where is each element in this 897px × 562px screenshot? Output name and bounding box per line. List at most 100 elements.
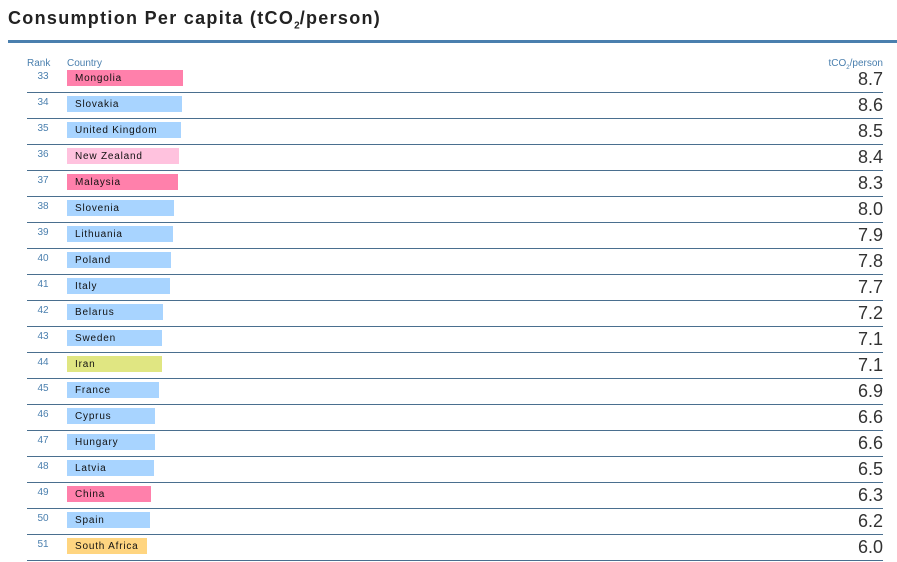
value-label: 6.9 [857, 381, 883, 401]
country-name: Slovakia [75, 99, 120, 110]
rank-header: Rank [27, 58, 51, 69]
country-name: Belarus [75, 307, 115, 318]
value-label: 8.4 [857, 147, 883, 167]
rank: 39 [37, 227, 49, 238]
value-label: 7.1 [857, 329, 883, 349]
value-label: 6.6 [857, 433, 883, 453]
rank: 34 [37, 97, 49, 108]
table-row: 47 Hungary 6.6 [27, 430, 883, 457]
chart-title: Consumption Per capita (tCO2/person) [8, 8, 382, 32]
rank: 43 [37, 331, 49, 342]
value-bar [67, 200, 174, 216]
country-name: Latvia [75, 463, 107, 474]
value-label: 6.6 [857, 407, 883, 427]
value-label: 7.2 [857, 303, 883, 323]
country-name: Hungary [75, 437, 119, 448]
rank: 36 [37, 149, 49, 160]
country-name: United Kingdom [75, 125, 158, 136]
table-row: 40 Poland 7.8 [27, 248, 883, 275]
table-row: 41 Italy 7.7 [27, 274, 883, 301]
value-label: 8.0 [857, 199, 883, 219]
value-bar [67, 96, 182, 112]
table-row: 48 Latvia 6.5 [27, 456, 883, 483]
unit-header: tCO2/person [828, 58, 883, 71]
country-name: Mongolia [75, 73, 122, 84]
table-row: 42 Belarus 7.2 [27, 300, 883, 327]
country-name: Iran [75, 359, 96, 370]
table-row: 51 South Africa 6.0 [27, 534, 883, 561]
value-bar [67, 278, 170, 294]
table-row: 49 China 6.3 [27, 482, 883, 509]
value-bar [67, 434, 156, 450]
rank: 45 [37, 383, 49, 394]
value-label: 6.5 [857, 459, 883, 479]
value-bar [67, 408, 156, 424]
value-bar [67, 382, 160, 398]
value-bar [67, 252, 172, 268]
rank: 42 [37, 305, 49, 316]
value-bar [67, 174, 178, 190]
country-name: France [75, 385, 111, 396]
country-name: New Zealand [75, 151, 143, 162]
rank: 33 [37, 71, 49, 82]
value-label: 6.2 [857, 511, 883, 531]
table-row: 44 Iran 7.1 [27, 352, 883, 379]
value-bar [67, 304, 164, 320]
value-label: 7.9 [857, 225, 883, 245]
table-row: 46 Cyprus 6.6 [27, 404, 883, 431]
table-row: 37 Malaysia 8.3 [27, 170, 883, 197]
rank: 44 [37, 357, 49, 368]
value-label: 8.6 [857, 95, 883, 115]
value-label: 7.1 [857, 355, 883, 375]
country-name: China [75, 489, 106, 500]
value-bar [67, 330, 162, 346]
country-name: Malaysia [75, 177, 121, 188]
rank: 35 [37, 123, 49, 134]
value-bar [67, 148, 180, 164]
value-label: 8.5 [857, 121, 883, 141]
value-bar [67, 122, 181, 138]
table-row: 45 France 6.9 [27, 378, 883, 405]
table-row: 33 Mongolia 8.7 [27, 66, 883, 93]
value-label: 8.3 [857, 173, 883, 193]
country-name: Lithuania [75, 229, 123, 240]
table-row: 50 Spain 6.2 [27, 508, 883, 535]
rank: 37 [37, 175, 49, 186]
value-label: 6.0 [857, 537, 883, 557]
rank: 50 [37, 513, 49, 524]
rank: 47 [37, 435, 49, 446]
rank: 51 [37, 539, 49, 550]
value-bar [67, 512, 150, 528]
rank: 40 [37, 253, 49, 264]
rank: 46 [37, 409, 49, 420]
country-name: Slovenia [75, 203, 120, 214]
value-label: 6.3 [857, 485, 883, 505]
country-name: Italy [75, 281, 98, 292]
rank: 48 [37, 461, 49, 472]
table-row: 34 Slovakia 8.6 [27, 92, 883, 119]
title-divider [8, 40, 897, 43]
table-row: 43 Sweden 7.1 [27, 326, 883, 353]
value-bar [67, 460, 154, 476]
value-bar [67, 226, 173, 242]
rank: 38 [37, 201, 49, 212]
value-bar [67, 356, 162, 372]
table-row: 39 Lithuania 7.9 [27, 222, 883, 249]
table-row: 36 New Zealand 8.4 [27, 144, 883, 171]
country-name: Spain [75, 515, 105, 526]
rank: 49 [37, 487, 49, 498]
rank: 41 [37, 279, 49, 290]
country-name: Poland [75, 255, 111, 266]
value-label: 7.8 [857, 251, 883, 271]
country-name: Cyprus [75, 411, 112, 422]
value-label: 7.7 [857, 277, 883, 297]
value-label: 8.7 [857, 69, 883, 89]
country-name: Sweden [75, 333, 116, 344]
country-header: Country [67, 58, 103, 69]
table-row: 38 Slovenia 8.0 [27, 196, 883, 223]
country-name: South Africa [75, 541, 139, 552]
value-bar [67, 486, 152, 502]
value-bar [67, 70, 184, 86]
table-row: 35 United Kingdom 8.5 [27, 118, 883, 145]
value-bar [67, 538, 148, 554]
